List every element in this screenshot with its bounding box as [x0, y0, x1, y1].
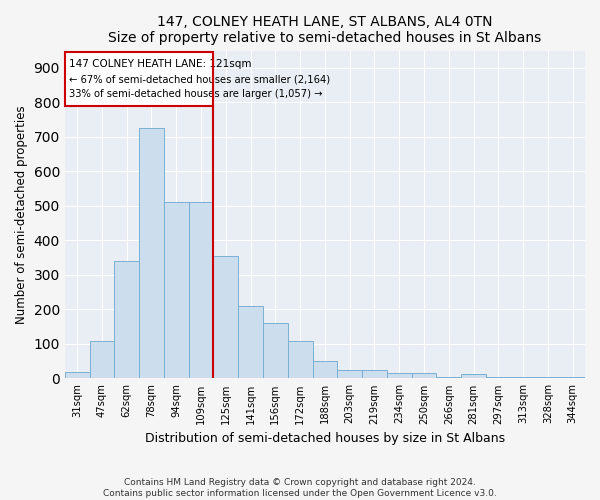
- Bar: [313, 361, 337, 378]
- Bar: [238, 306, 263, 378]
- X-axis label: Distribution of semi-detached houses by size in St Albans: Distribution of semi-detached houses by …: [145, 432, 505, 445]
- Bar: [461, 374, 486, 378]
- Bar: [139, 128, 164, 378]
- Text: 147 COLNEY HEATH LANE: 121sqm: 147 COLNEY HEATH LANE: 121sqm: [68, 59, 251, 69]
- Bar: [288, 341, 313, 378]
- Bar: [387, 374, 412, 378]
- Text: Contains HM Land Registry data © Crown copyright and database right 2024.
Contai: Contains HM Land Registry data © Crown c…: [103, 478, 497, 498]
- Text: ← 67% of semi-detached houses are smaller (2,164): ← 67% of semi-detached houses are smalle…: [68, 74, 329, 84]
- Title: 147, COLNEY HEATH LANE, ST ALBANS, AL4 0TN
Size of property relative to semi-det: 147, COLNEY HEATH LANE, ST ALBANS, AL4 0…: [108, 15, 542, 45]
- Bar: [164, 202, 188, 378]
- Bar: [486, 376, 511, 378]
- Text: 33% of semi-detached houses are larger (1,057) →: 33% of semi-detached houses are larger (…: [68, 89, 322, 99]
- Bar: [412, 374, 436, 378]
- Bar: [65, 372, 89, 378]
- Bar: [535, 376, 560, 378]
- Bar: [115, 261, 139, 378]
- Bar: [511, 376, 535, 378]
- Bar: [436, 376, 461, 378]
- Bar: [188, 202, 214, 378]
- Bar: [337, 370, 362, 378]
- Bar: [214, 256, 238, 378]
- Bar: [263, 323, 288, 378]
- FancyBboxPatch shape: [65, 52, 214, 106]
- Bar: [89, 341, 115, 378]
- Y-axis label: Number of semi-detached properties: Number of semi-detached properties: [15, 105, 28, 324]
- Bar: [362, 370, 387, 378]
